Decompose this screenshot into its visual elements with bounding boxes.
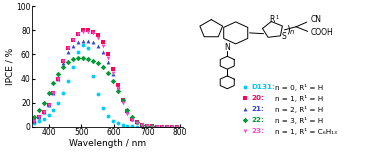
Text: CN: CN: [310, 15, 321, 24]
Text: S: S: [281, 32, 286, 41]
Text: $)_{\mathit{n}}$: $)_{\mathit{n}}$: [286, 23, 296, 37]
X-axis label: Wavelength / nm: Wavelength / nm: [69, 139, 146, 148]
Text: 1: 1: [276, 15, 279, 20]
Text: D131:: D131:: [252, 84, 276, 90]
Text: R: R: [269, 15, 275, 24]
Text: n = 0, R¹ = H: n = 0, R¹ = H: [275, 84, 323, 91]
Text: 22:: 22:: [252, 117, 265, 123]
Text: COOH: COOH: [310, 28, 333, 37]
Text: n = 3, R¹ = H: n = 3, R¹ = H: [275, 117, 323, 124]
Text: n = 1, R¹ = C₆H₁₃: n = 1, R¹ = C₆H₁₃: [275, 128, 337, 135]
Text: N: N: [225, 43, 230, 52]
Text: n = 1, R¹ = H: n = 1, R¹ = H: [275, 95, 323, 102]
Y-axis label: IPCE / %: IPCE / %: [6, 48, 15, 85]
Text: 23:: 23:: [252, 128, 265, 134]
Text: 21:: 21:: [252, 106, 265, 112]
Text: 20:: 20:: [252, 95, 265, 101]
Text: n = 2, R¹ = H: n = 2, R¹ = H: [275, 106, 323, 113]
